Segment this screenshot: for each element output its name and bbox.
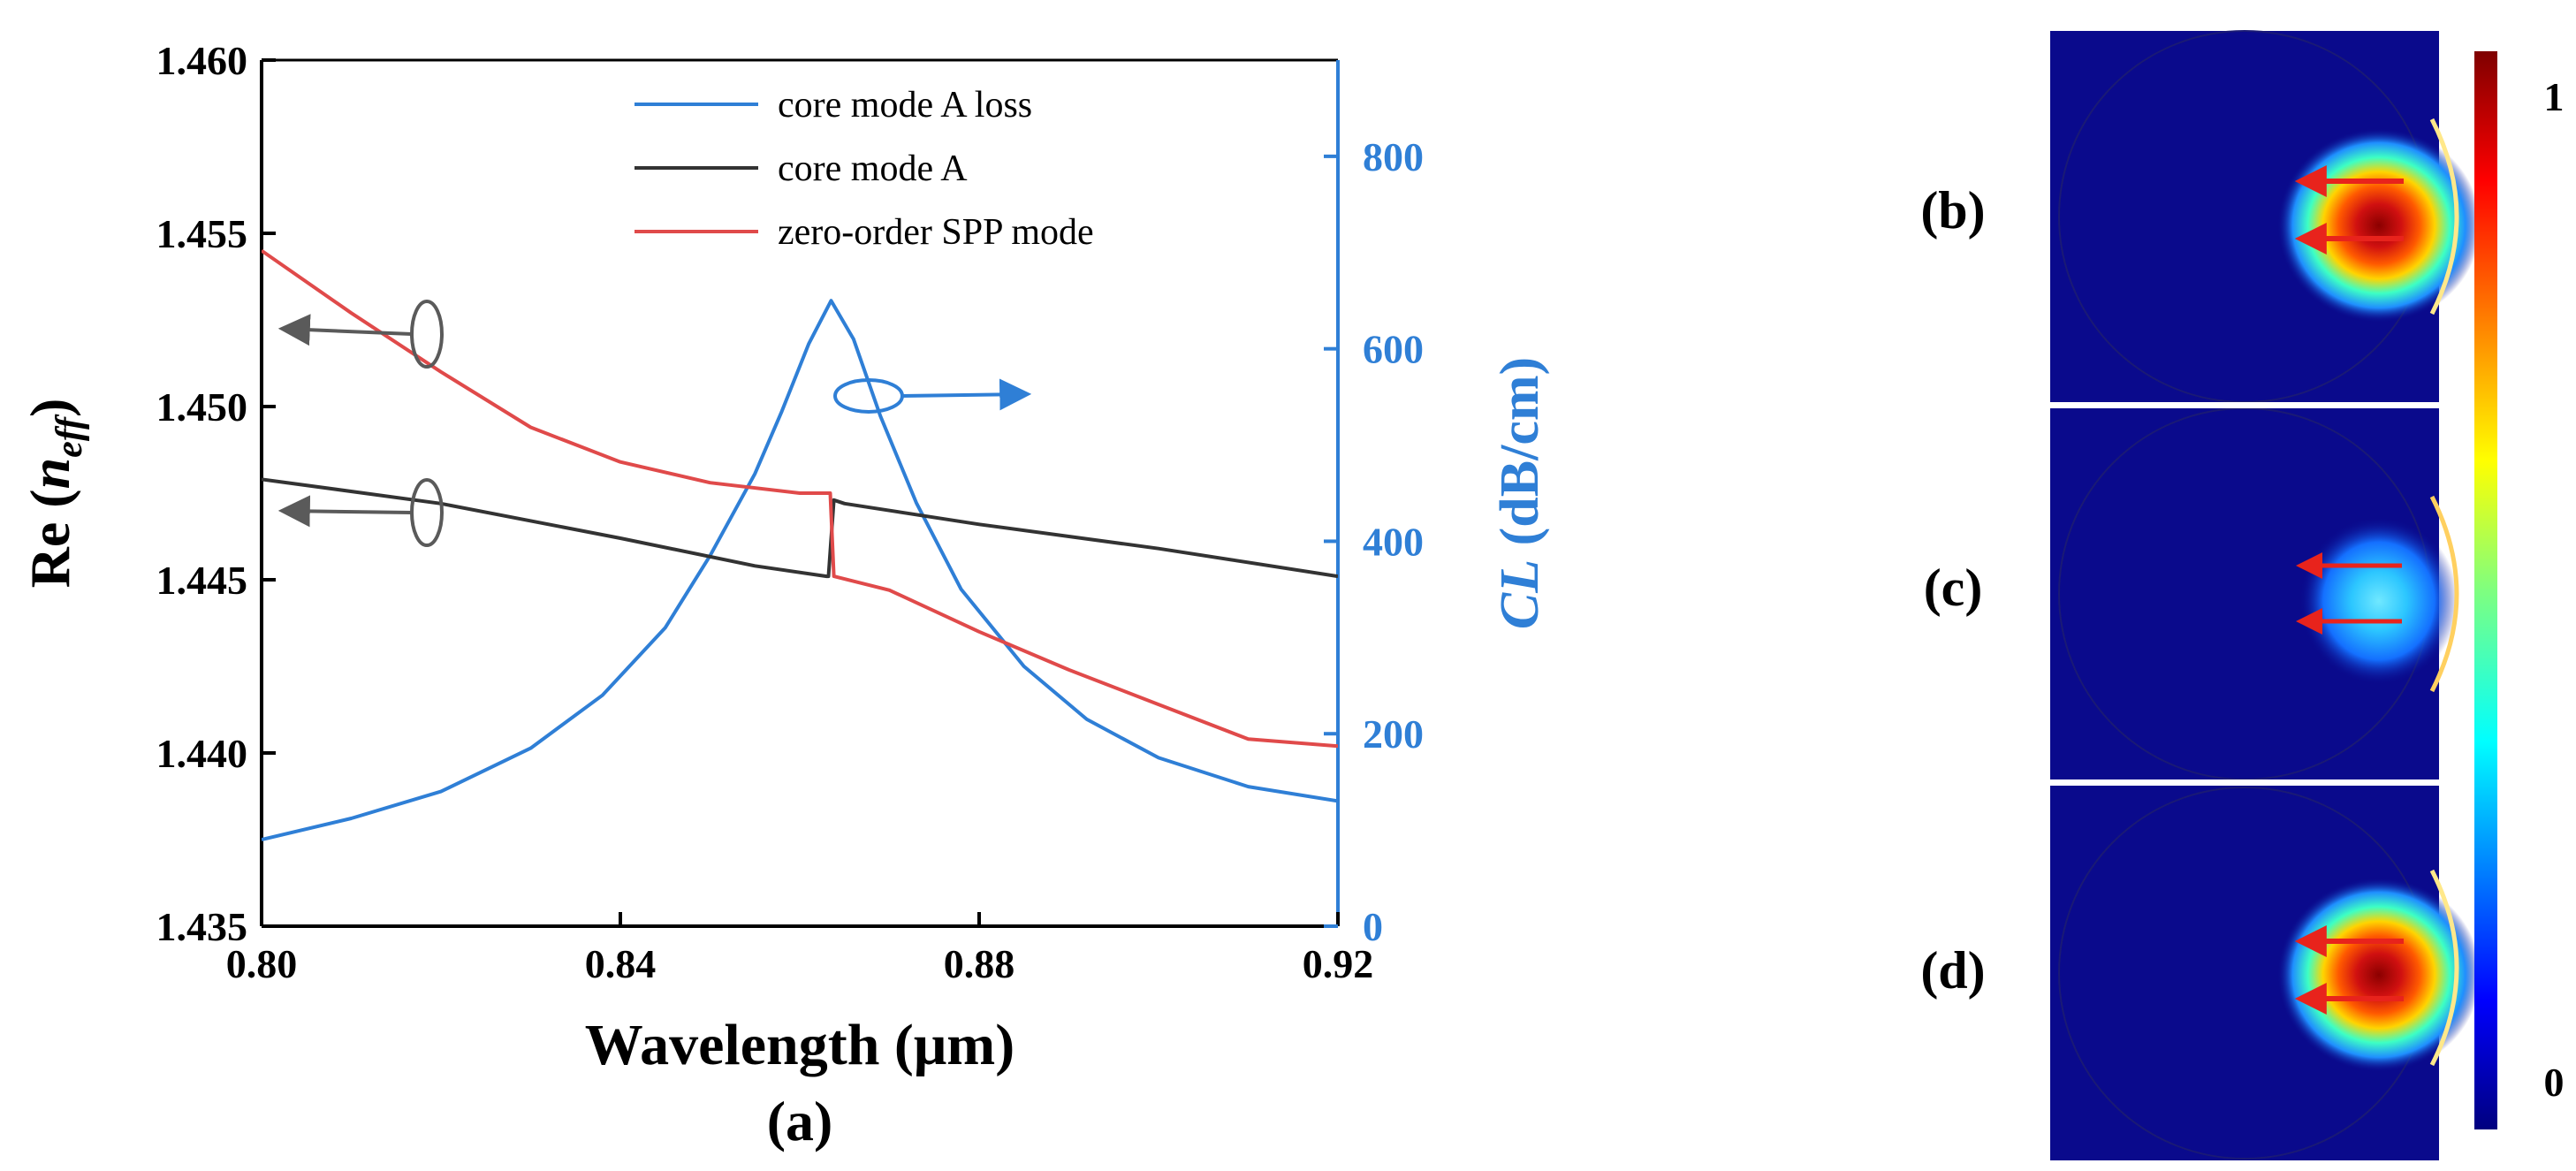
series-line-spp: [262, 248, 1338, 749]
y-ticks: 1.435 1.440 1.445 1.450 1.455 1.460: [156, 38, 276, 949]
annotation-loss-arrow: [833, 378, 1032, 414]
field-panel-c: [2050, 407, 2459, 780]
y-tick-label: 1.435: [156, 904, 248, 949]
y2-ticks: 0 200 400 600 800: [1324, 134, 1424, 949]
legend-label-loss: core mode A loss: [778, 85, 1032, 125]
legend: core mode A loss core mode A zero-order …: [635, 85, 1094, 253]
y2-tick-label: 400: [1363, 519, 1424, 564]
y2-tick-label: 200: [1363, 711, 1424, 757]
colorbar-max-label: 1: [2544, 74, 2565, 119]
field-panel-b: [2050, 30, 2481, 403]
y2-tick-label: 800: [1363, 134, 1424, 179]
panel-label-b: (b): [1920, 181, 1985, 240]
y-tick-label: 1.460: [156, 38, 248, 83]
series-line-core: [262, 477, 1338, 579]
x-tick-label: 0.92: [1303, 941, 1374, 986]
panel-a-chart: 0.80 0.84 0.88 0.92 1.4351.4401.4451.4501.4…: [19, 38, 1550, 1152]
panel-label-d: (d): [1920, 941, 1985, 1000]
colorbar-min-label: 0: [2544, 1060, 2565, 1105]
y-tick-label: 1.445: [156, 558, 248, 603]
x-tick-label: 0.88: [944, 941, 1015, 986]
annotation-spp-arrow: [277, 300, 444, 369]
x-ticks: 0.80 0.84 0.88 0.92: [226, 912, 1374, 986]
panel-label-a: (a): [767, 1090, 833, 1152]
x-tick-label: 0.80: [226, 941, 298, 986]
y-tick-label: 1.455: [156, 211, 248, 256]
annotation-core-arrow: [277, 478, 444, 547]
y-axis-label: Re (neff): [19, 399, 90, 589]
field-panel-d: [2050, 786, 2481, 1160]
y2-axis-label: CL (dB/cm): [1490, 357, 1550, 629]
field-maps: (b) (c) (d) 1 0: [1920, 30, 2565, 1160]
series-layer: [262, 248, 1338, 841]
y-tick-label: 1.450: [156, 384, 248, 430]
x-axis-label: Wavelength (μm): [585, 1013, 1015, 1077]
x-tick-label: 0.84: [585, 941, 657, 986]
series-line-loss: [262, 299, 1338, 841]
y2-tick-label: 600: [1363, 327, 1424, 372]
legend-label-spp: zero-order SPP mode: [778, 212, 1094, 253]
panel-label-c: (c): [1924, 559, 1983, 617]
y-tick-label: 1.440: [156, 731, 248, 776]
colorbar: [2474, 51, 2497, 1129]
legend-label-core: core mode A: [778, 148, 968, 189]
y2-tick-label: 0: [1363, 904, 1383, 949]
